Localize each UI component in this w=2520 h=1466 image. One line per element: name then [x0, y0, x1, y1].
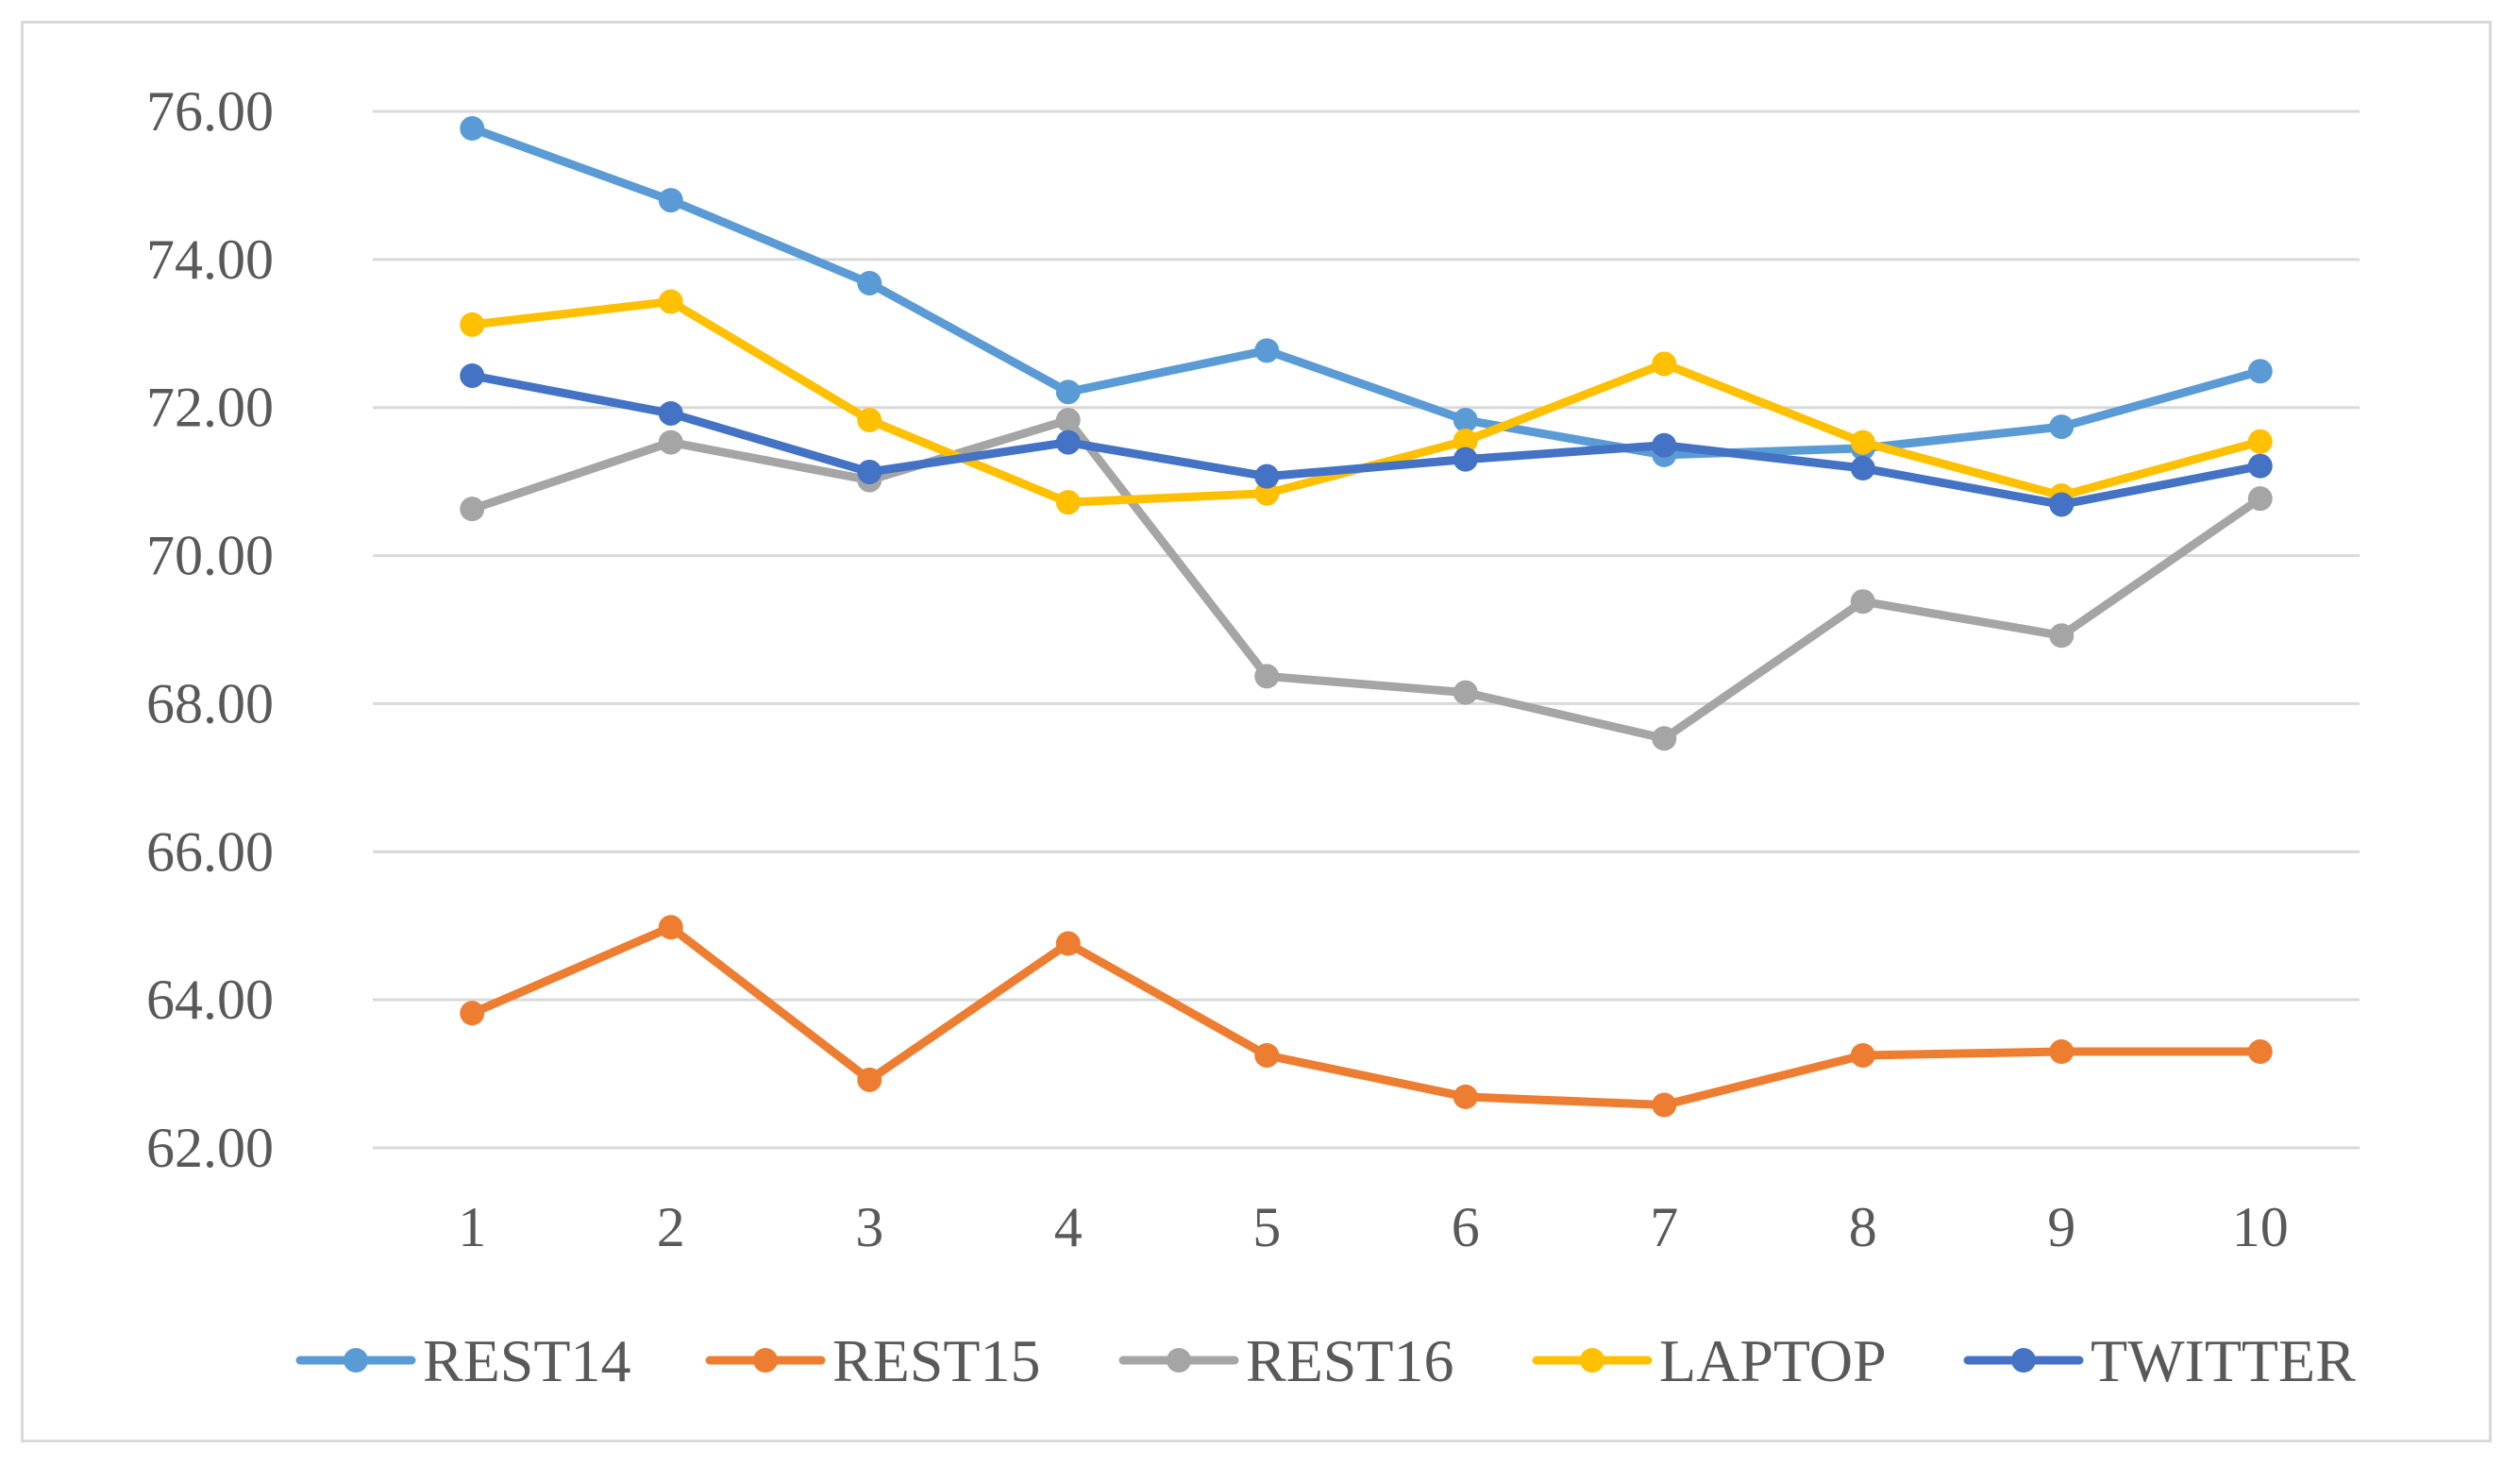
y-tick-label: 66.00	[146, 820, 274, 883]
legend-label: REST15	[832, 1327, 1040, 1394]
data-point-rest14-1	[460, 116, 485, 142]
x-tick-label: 2	[657, 1196, 685, 1258]
data-point-twitter-2	[658, 400, 683, 426]
data-point-laptop-4	[1055, 490, 1081, 515]
legend-item-rest15: REST15	[705, 1327, 1040, 1394]
data-point-rest15-7	[1652, 1092, 1677, 1118]
legend-label: LAPTOP	[1659, 1327, 1887, 1394]
data-point-rest14-5	[1254, 338, 1280, 363]
data-point-laptop-6	[1453, 429, 1478, 454]
data-point-twitter-6	[1453, 447, 1478, 472]
y-tick-label: 74.00	[146, 228, 274, 291]
data-point-laptop-8	[1850, 430, 1875, 455]
data-point-twitter-10	[2247, 453, 2273, 479]
series-line-twitter	[467, 371, 2265, 509]
data-point-rest16-7	[1652, 726, 1677, 751]
data-point-rest16-6	[1453, 680, 1478, 705]
data-point-rest16-10	[2247, 486, 2273, 512]
data-point-rest14-4	[1055, 379, 1081, 405]
y-tick-label: 76.00	[146, 80, 274, 143]
legend-label: REST14	[423, 1327, 630, 1394]
legend-swatch-marker	[1580, 1348, 1604, 1373]
y-tick-label: 72.00	[146, 377, 274, 439]
x-tick-label: 10	[2232, 1196, 2289, 1258]
legend-swatch-marker	[753, 1348, 778, 1373]
x-tick-label: 7	[1650, 1196, 1678, 1258]
data-point-rest14-2	[658, 188, 683, 213]
legend-item-laptop: LAPTOP	[1532, 1327, 1887, 1394]
series-line-laptop	[467, 297, 2265, 507]
data-point-rest16-2	[658, 430, 683, 455]
series-line-rest15	[467, 922, 2265, 1110]
series-line-rest16	[467, 415, 2265, 743]
data-point-rest14-3	[857, 270, 882, 295]
data-point-laptop-10	[2247, 429, 2273, 454]
x-tick-label: 6	[1452, 1196, 1480, 1258]
data-point-rest15-10	[2247, 1039, 2273, 1065]
data-point-rest15-6	[1453, 1084, 1478, 1109]
y-tick-label: 68.00	[146, 672, 274, 734]
series-line-rest14	[467, 124, 2265, 460]
y-tick-label: 70.00	[146, 525, 274, 587]
data-point-twitter-3	[857, 459, 882, 484]
data-point-rest16-4	[1055, 408, 1081, 433]
data-point-rest15-9	[2049, 1039, 2075, 1065]
data-point-rest14-10	[2247, 359, 2273, 384]
series-rest16	[460, 408, 2273, 751]
x-tick-label: 8	[1849, 1196, 1877, 1258]
legend: REST14 REST15 REST16 LAPTOP TWITTER	[295, 1327, 2356, 1394]
series-laptop	[460, 289, 2273, 515]
x-tick-label: 1	[458, 1196, 486, 1258]
data-point-rest14-9	[2049, 414, 2075, 440]
data-point-twitter-4	[1055, 430, 1081, 455]
legend-item-twitter: TWITTER	[1963, 1327, 2356, 1394]
data-point-laptop-3	[857, 408, 882, 433]
legend-item-rest14: REST14	[295, 1327, 630, 1394]
data-point-rest16-1	[460, 497, 485, 522]
series-twitter	[460, 362, 2273, 517]
data-point-twitter-9	[2049, 492, 2075, 517]
chart-frame	[21, 21, 2492, 1442]
legend-item-rest16: REST16	[1118, 1327, 1453, 1394]
data-point-rest15-1	[460, 1001, 485, 1026]
legend-swatch-marker	[344, 1348, 368, 1373]
data-point-twitter-5	[1254, 463, 1280, 489]
x-tick-label: 3	[855, 1196, 883, 1258]
data-point-laptop-2	[658, 289, 683, 314]
y-axis-ticks: 62.00 64.00 66.00 68.00 70.00 72.00 74.00 76.00	[146, 80, 274, 1179]
gridlines	[373, 110, 2360, 1150]
legend-label: REST16	[1246, 1327, 1453, 1394]
series-lines	[460, 116, 2273, 1118]
data-point-rest15-4	[1055, 931, 1081, 956]
x-tick-label: 4	[1054, 1196, 1083, 1258]
data-point-laptop-7	[1652, 351, 1677, 377]
x-axis-ticks: 1 2 3 4 5 6 7 8 9 10	[458, 1196, 2289, 1258]
data-point-rest16-9	[2049, 623, 2075, 649]
series-rest14	[460, 116, 2273, 467]
data-point-rest14-6	[1453, 408, 1478, 433]
data-point-twitter-7	[1652, 432, 1677, 458]
data-point-twitter-1	[460, 362, 485, 388]
data-point-laptop-1	[460, 312, 485, 337]
legend-swatch-marker	[2011, 1348, 2036, 1373]
x-tick-label: 5	[1252, 1196, 1281, 1258]
data-point-rest16-8	[1850, 589, 1875, 615]
legend-label: TWITTER	[2091, 1327, 2356, 1394]
x-tick-label: 9	[2047, 1196, 2075, 1258]
data-point-rest15-2	[658, 915, 683, 940]
legend-swatch-marker	[1167, 1348, 1191, 1373]
series-rest15	[460, 915, 2273, 1118]
data-point-twitter-8	[1850, 456, 1875, 481]
y-tick-label: 64.00	[146, 969, 274, 1031]
y-tick-label: 62.00	[146, 1117, 274, 1179]
data-point-rest16-5	[1254, 664, 1280, 689]
data-point-rest15-8	[1850, 1042, 1875, 1068]
data-point-rest15-5	[1254, 1042, 1280, 1068]
data-point-laptop-5	[1254, 480, 1280, 506]
data-point-rest15-3	[857, 1067, 882, 1092]
